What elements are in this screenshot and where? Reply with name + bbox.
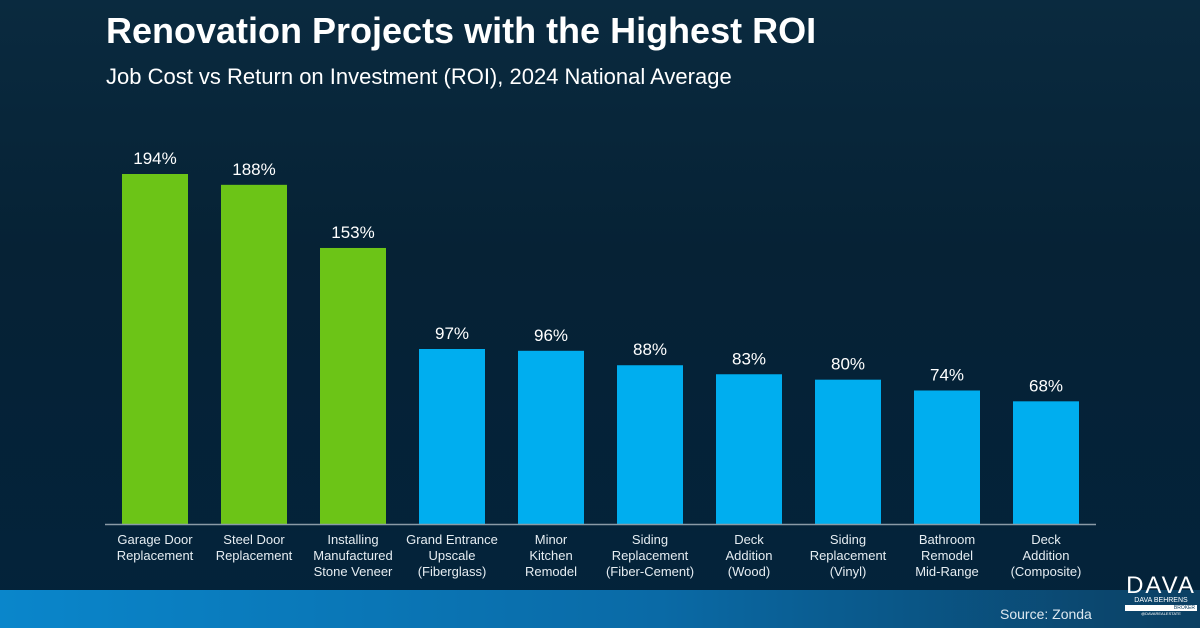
category-label: Siding (830, 532, 866, 547)
category-label: (Fiber-Cement) (606, 564, 694, 579)
category-label: Mid-Range (915, 564, 979, 579)
data-label: 88% (633, 340, 667, 359)
data-label: 96% (534, 326, 568, 345)
bar (617, 365, 683, 524)
chart-title: Renovation Projects with the Highest ROI (106, 10, 817, 51)
category-label: (Composite) (1011, 564, 1082, 579)
category-label: Minor (535, 532, 568, 547)
bar (419, 349, 485, 524)
brand-logo: DAVA DAVA BEHRENS BROKER @DAVAREALESTATE (1125, 572, 1197, 617)
bar (122, 174, 188, 524)
data-label: 153% (331, 223, 374, 242)
logo-line3: @DAVAREALESTATE (1141, 611, 1181, 616)
bar (914, 390, 980, 524)
category-label: (Wood) (728, 564, 770, 579)
category-label: (Fiberglass) (418, 564, 487, 579)
data-label: 97% (435, 324, 469, 343)
category-label: Replacement (117, 548, 194, 563)
category-label: Steel Door (223, 532, 285, 547)
category-label: Siding (632, 532, 668, 547)
data-label: 188% (232, 160, 275, 179)
logo-line1: DAVA BEHRENS (1134, 597, 1188, 604)
footer-band (0, 590, 1200, 628)
category-label: Deck (734, 532, 764, 547)
category-label: Garage Door (117, 532, 193, 547)
category-label: Kitchen (529, 548, 572, 563)
logo-name: DAVA (1126, 572, 1196, 599)
category-label: Addition (1023, 548, 1070, 563)
category-label: Bathroom (919, 532, 975, 547)
data-label: 83% (732, 349, 766, 368)
category-label: Replacement (810, 548, 887, 563)
bar (221, 184, 287, 524)
category-label: Upscale (429, 548, 476, 563)
category-label: Installing (327, 532, 378, 547)
data-label: 194% (133, 149, 176, 168)
bar (518, 350, 584, 524)
bar (716, 374, 782, 524)
category-label: (Vinyl) (830, 564, 867, 579)
category-label: Replacement (216, 548, 293, 563)
category-label: Addition (726, 548, 773, 563)
category-label: Grand Entrance (406, 532, 498, 547)
chart-subtitle: Job Cost vs Return on Investment (ROI), … (106, 64, 732, 89)
category-label: Stone Veneer (314, 564, 393, 579)
bar (320, 247, 386, 525)
category-label: Remodel (525, 564, 577, 579)
data-label: 80% (831, 355, 865, 374)
category-label: Deck (1031, 532, 1061, 547)
category-label: Manufactured (313, 548, 393, 563)
source-note: Source: Zonda (1000, 606, 1092, 622)
logo-line2: BROKER (1125, 605, 1197, 611)
category-label: Replacement (612, 548, 689, 563)
bar (1013, 401, 1079, 524)
category-label: Remodel (921, 548, 973, 563)
data-label: 74% (930, 365, 964, 384)
bar (815, 379, 881, 524)
data-label: 68% (1029, 376, 1063, 395)
